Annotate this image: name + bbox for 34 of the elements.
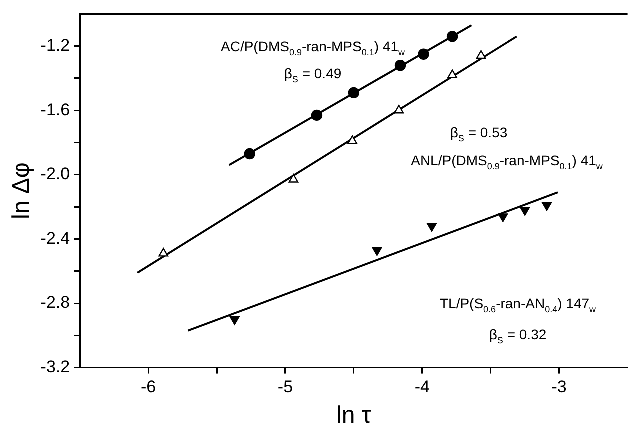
point xyxy=(448,70,458,78)
y-axis-title: ln Δφ xyxy=(8,162,36,220)
point xyxy=(372,247,382,256)
x-tick-label: -5 xyxy=(278,378,294,397)
point xyxy=(476,50,486,60)
x-tick-label: -4 xyxy=(414,378,430,397)
point xyxy=(498,214,508,222)
point xyxy=(244,148,256,160)
annotation: ANL/P(DMS$_{0.9}$-ran-MPS$_{0.1}$) 41$_{w}$ xyxy=(411,152,603,172)
point xyxy=(542,202,552,212)
y-tick-label: -1.2 xyxy=(40,36,70,56)
x-tick-label: -6 xyxy=(140,378,156,397)
annotation: β$_{S}$ = 0.49 xyxy=(284,66,342,84)
point xyxy=(394,60,406,72)
y-tick-label: -2.8 xyxy=(40,293,70,312)
x-axis-title: ln τ xyxy=(336,402,372,430)
annotation: β$_{S}$ = 0.32 xyxy=(489,326,547,346)
point xyxy=(427,223,437,232)
point xyxy=(311,110,323,122)
annotation: β$_{S}$ = 0.53 xyxy=(450,124,508,144)
point xyxy=(348,87,360,99)
point xyxy=(418,48,430,60)
y-tick-label: -3.2 xyxy=(40,357,70,376)
y-tick-label: -2.4 xyxy=(40,228,70,248)
point xyxy=(394,105,404,114)
point xyxy=(348,136,358,144)
y-tick-label: -1.6 xyxy=(40,100,70,120)
point xyxy=(230,316,240,326)
x-tick-label: -3 xyxy=(552,378,567,397)
point xyxy=(446,31,458,42)
annotation: TL/P(S$_{0.6}$-ran-AN$_{0.4}$) 147$_{w}$ xyxy=(440,296,596,314)
point xyxy=(520,207,530,216)
y-tick-label: -2.0 xyxy=(40,164,70,184)
annotation: AC/P(DMS$_{0.9}$-ran-MPS$_{0.1}$) 41$_{w}$ xyxy=(220,38,406,58)
